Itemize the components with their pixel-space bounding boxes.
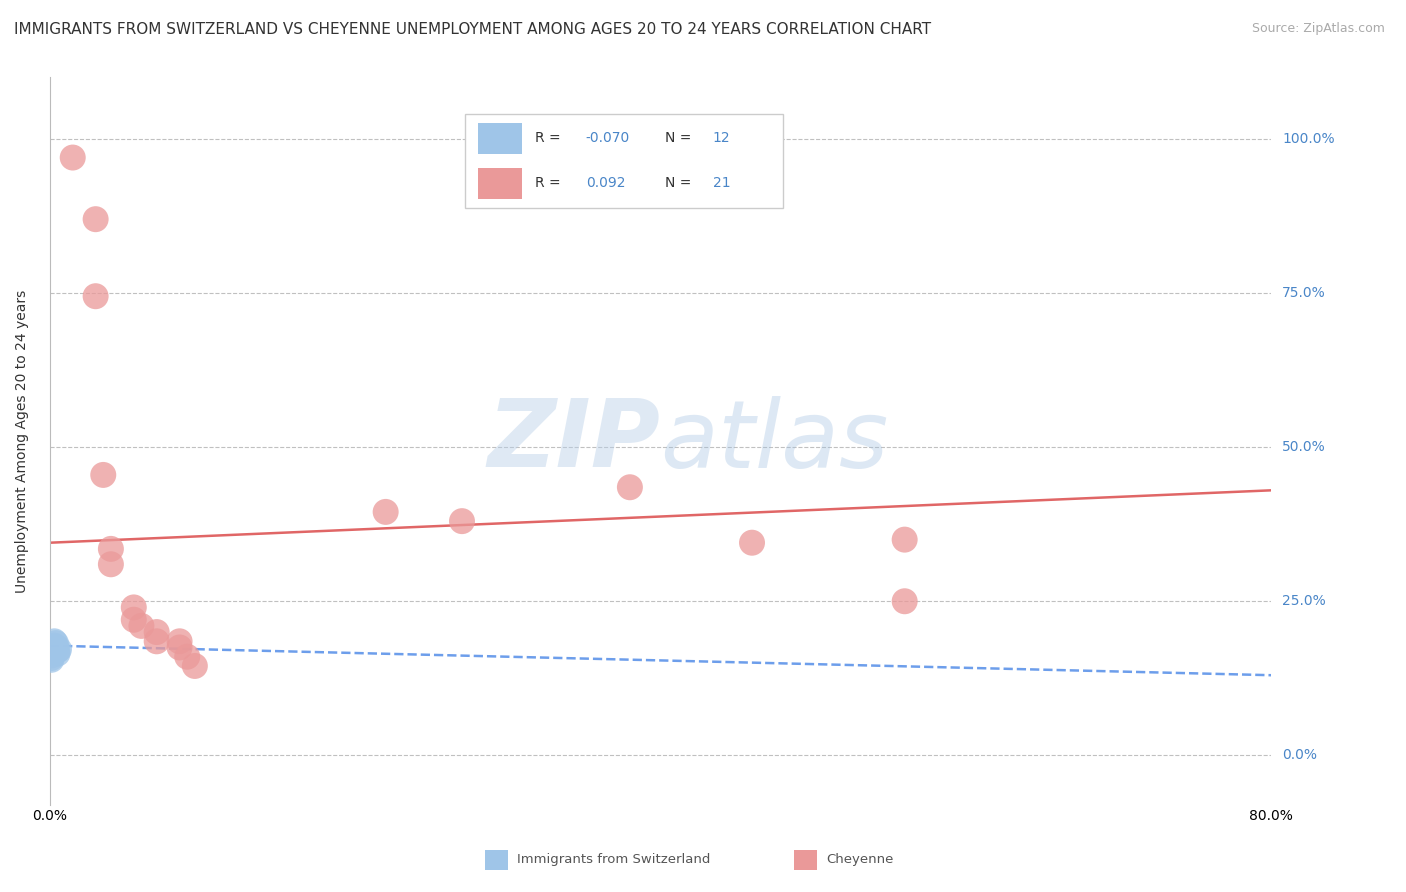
Point [145, 625, 167, 640]
Point [45, 636, 67, 650]
Point [45, 640, 67, 655]
Point [741, 535, 763, 549]
Point [122, 613, 145, 627]
Text: atlas: atlas [661, 395, 889, 486]
Point [619, 480, 641, 494]
Point [46, 643, 69, 657]
Text: Immigrants from Switzerland: Immigrants from Switzerland [517, 854, 711, 866]
Point [451, 514, 474, 528]
Text: 50.0%: 50.0% [1282, 440, 1326, 454]
Text: IMMIGRANTS FROM SWITZERLAND VS CHEYENNE UNEMPLOYMENT AMONG AGES 20 TO 24 YEARS C: IMMIGRANTS FROM SWITZERLAND VS CHEYENNE … [14, 22, 931, 37]
Point [893, 533, 915, 547]
Point [91, 467, 114, 482]
Point [893, 594, 915, 608]
Point [131, 619, 153, 633]
Point [169, 634, 191, 648]
Point [41, 653, 63, 667]
Point [176, 649, 198, 664]
Point [42, 640, 65, 655]
Text: 25.0%: 25.0% [1282, 594, 1326, 608]
Text: Source: ZipAtlas.com: Source: ZipAtlas.com [1251, 22, 1385, 36]
Point [374, 505, 396, 519]
Point [44, 639, 66, 653]
Point [44, 634, 66, 648]
Point [84, 289, 107, 303]
Point [48, 642, 70, 657]
Point [122, 600, 145, 615]
Point [84, 212, 107, 227]
Text: 100.0%: 100.0% [1282, 132, 1334, 146]
Point [41, 648, 63, 663]
Point [41, 651, 63, 665]
Point [42, 645, 65, 659]
Point [46, 647, 69, 661]
Point [169, 640, 191, 655]
Text: Cheyenne: Cheyenne [827, 854, 894, 866]
Point [184, 659, 207, 673]
Point [62, 151, 84, 165]
Text: 75.0%: 75.0% [1282, 286, 1326, 300]
Text: ZIP: ZIP [488, 395, 661, 487]
Text: 0.0%: 0.0% [1282, 748, 1317, 763]
Point [100, 541, 122, 556]
Point [145, 634, 167, 648]
Y-axis label: Unemployment Among Ages 20 to 24 years: Unemployment Among Ages 20 to 24 years [15, 289, 30, 592]
Point [100, 558, 122, 572]
